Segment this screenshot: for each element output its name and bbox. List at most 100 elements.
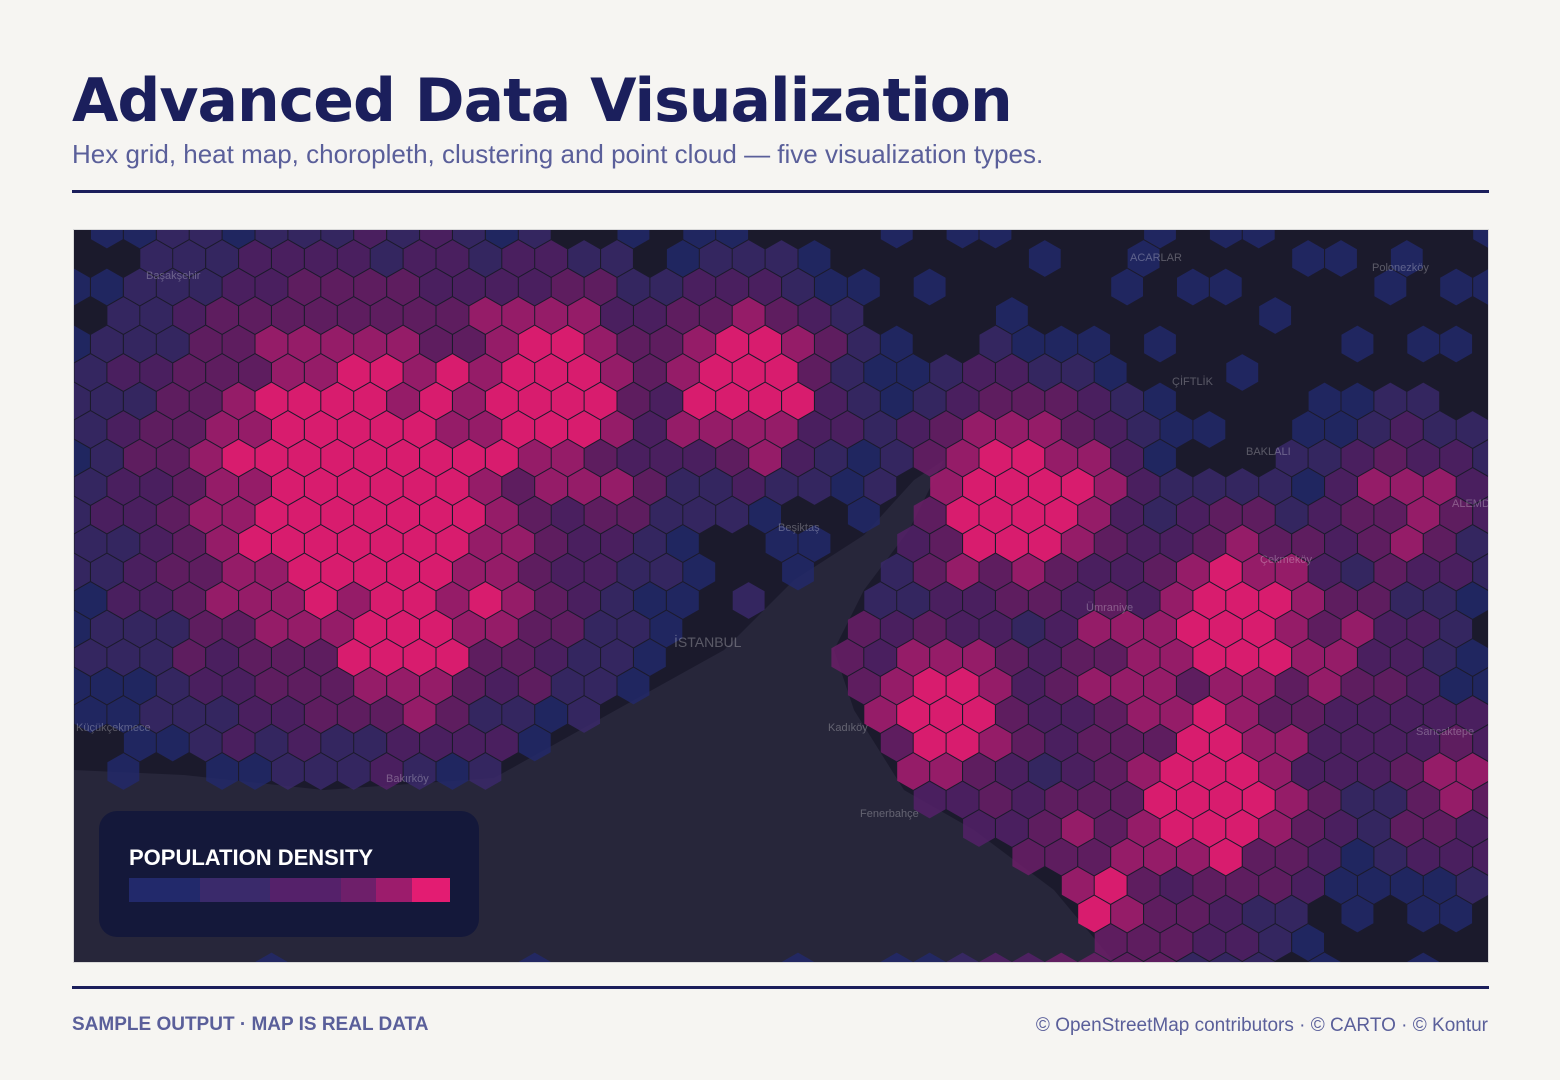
hex-cell — [1341, 838, 1374, 876]
hex-cell — [1094, 411, 1127, 448]
hex-cell — [584, 496, 617, 534]
hex-cell — [1275, 553, 1308, 591]
hex-cell — [1456, 696, 1488, 733]
hex-cell — [847, 610, 880, 648]
hex-cell — [979, 610, 1012, 648]
hex-cell — [551, 610, 584, 648]
hex-cell — [749, 268, 781, 306]
hex-cell — [650, 325, 683, 363]
hex-cell — [847, 667, 880, 705]
hex-cell — [354, 268, 387, 306]
hex-cell — [1111, 496, 1143, 534]
hex-cell — [288, 230, 321, 249]
hex-cell — [666, 582, 699, 619]
hex-cell — [1390, 810, 1423, 847]
hex-cell — [634, 411, 666, 448]
hex-cell — [337, 582, 370, 619]
hex-cell — [140, 525, 173, 562]
hex-cell — [535, 240, 568, 277]
hex-cell — [1423, 696, 1456, 733]
hex-cell — [617, 553, 650, 591]
hex-cell — [584, 382, 617, 420]
hex-cell — [666, 411, 699, 448]
hex-cell — [913, 667, 946, 705]
hex-cell — [173, 411, 206, 448]
hex-cell — [123, 230, 156, 249]
legend-swatch-5 — [411, 878, 451, 902]
hex-cell — [1259, 468, 1292, 505]
hex-cell — [272, 525, 304, 562]
hex-cell — [1275, 781, 1308, 819]
hex-cell — [1028, 696, 1061, 733]
hex-cell — [485, 724, 518, 762]
hex-cell — [1061, 525, 1094, 562]
hex-cell — [156, 667, 189, 705]
hex-cell — [255, 268, 288, 306]
hex-cell — [485, 268, 518, 306]
hex-cell — [880, 325, 913, 363]
hex-cell — [996, 639, 1028, 676]
hex-cell — [387, 610, 419, 648]
hex-cell — [403, 525, 436, 562]
hex-cell — [140, 639, 173, 676]
hex-cell — [436, 354, 469, 391]
hex-cell — [1127, 639, 1160, 676]
hex-cell — [1390, 696, 1423, 733]
hex-cell — [1193, 525, 1226, 562]
hex-cell — [1012, 439, 1045, 477]
hex-cell — [74, 525, 107, 562]
hex-cell — [1456, 582, 1488, 619]
hex-cell — [1209, 952, 1242, 962]
hex-cell — [1078, 781, 1111, 819]
hex-cell — [1374, 268, 1407, 306]
hex-cell — [206, 354, 238, 391]
hex-cell — [864, 639, 897, 676]
hex-cell — [1473, 725, 1488, 761]
hex-cell — [304, 411, 337, 448]
hex-cell — [222, 724, 255, 762]
hex-cell — [1341, 382, 1374, 420]
hex-cell — [1374, 610, 1407, 648]
hex-cell — [1160, 753, 1193, 790]
hex-cell — [568, 240, 600, 277]
hex-cell — [880, 382, 913, 420]
hex-cell — [74, 553, 90, 591]
hex-cell — [1209, 781, 1242, 819]
hex-cell — [1456, 639, 1488, 676]
hex-cell — [74, 325, 90, 363]
hex-cell — [337, 525, 370, 562]
hex-cell — [1094, 810, 1127, 847]
hex-cell — [1242, 724, 1275, 762]
hex-cell — [963, 639, 995, 676]
hex-cell — [272, 753, 304, 790]
hex-cell — [74, 411, 107, 448]
hex-cell — [1111, 781, 1143, 819]
hex-cell — [485, 382, 518, 420]
hex-cell — [1259, 525, 1292, 562]
hex-cell — [584, 325, 617, 363]
hex-cell — [782, 439, 814, 477]
hex-cell — [535, 411, 568, 448]
hex-cell — [996, 582, 1028, 619]
hex-cell — [337, 639, 370, 676]
hex-cell — [518, 496, 551, 534]
map-view[interactable]: Başakşehir Polonezköy Beşiktaş İSTANBUL … — [73, 229, 1489, 963]
hex-cell — [1226, 867, 1259, 904]
hex-cell — [601, 468, 633, 505]
hex-cell — [1111, 895, 1143, 933]
hex-cell — [387, 382, 419, 420]
hex-cell — [255, 325, 288, 363]
hex-cell — [1325, 240, 1357, 277]
hex-cell — [831, 297, 864, 334]
hex-cell — [798, 240, 831, 277]
hex-cell — [798, 468, 831, 505]
hex-cell — [206, 240, 238, 277]
hex-cell — [485, 496, 518, 534]
place-label-istanbul: İSTANBUL — [674, 634, 742, 650]
hex-cell — [239, 696, 271, 733]
hex-cell — [1127, 411, 1160, 448]
hex-cell — [288, 382, 321, 420]
hex-cell — [1193, 810, 1226, 847]
hex-cell — [1259, 696, 1292, 733]
hex-cell — [765, 468, 798, 505]
